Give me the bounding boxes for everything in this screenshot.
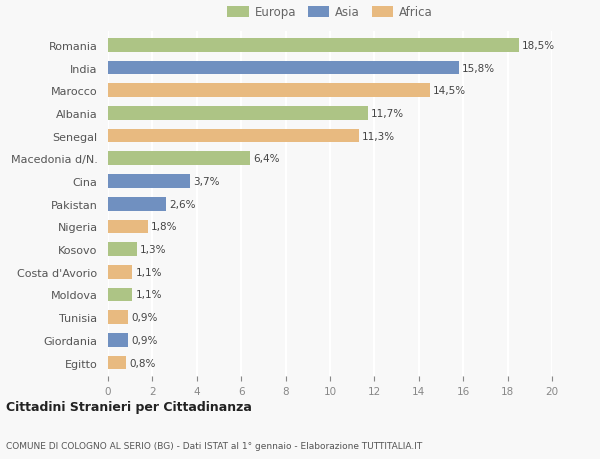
Bar: [108, 84, 430, 98]
Text: 15,8%: 15,8%: [462, 63, 495, 73]
Text: 14,5%: 14,5%: [433, 86, 466, 96]
Bar: [108, 129, 359, 143]
Text: 18,5%: 18,5%: [522, 41, 555, 50]
Bar: [108, 265, 133, 279]
Text: 0,9%: 0,9%: [131, 335, 158, 345]
Text: 1,8%: 1,8%: [151, 222, 178, 232]
Text: 2,6%: 2,6%: [169, 199, 196, 209]
Bar: [108, 243, 137, 256]
Bar: [108, 62, 459, 75]
Text: COMUNE DI COLOGNO AL SERIO (BG) - Dati ISTAT al 1° gennaio - Elaborazione TUTTIT: COMUNE DI COLOGNO AL SERIO (BG) - Dati I…: [6, 441, 422, 450]
Bar: [108, 197, 166, 211]
Bar: [108, 107, 368, 120]
Text: 3,7%: 3,7%: [193, 177, 220, 187]
Bar: [108, 288, 133, 302]
Bar: [108, 39, 519, 52]
Text: 0,9%: 0,9%: [131, 313, 158, 323]
Bar: [108, 356, 126, 369]
Text: 11,7%: 11,7%: [371, 109, 404, 119]
Text: 1,3%: 1,3%: [140, 245, 167, 255]
Text: 1,1%: 1,1%: [136, 267, 162, 277]
Text: 11,3%: 11,3%: [362, 131, 395, 141]
Bar: [108, 152, 250, 166]
Text: 1,1%: 1,1%: [136, 290, 162, 300]
Legend: Europa, Asia, Africa: Europa, Asia, Africa: [224, 3, 436, 23]
Text: Cittadini Stranieri per Cittadinanza: Cittadini Stranieri per Cittadinanza: [6, 400, 252, 413]
Text: 6,4%: 6,4%: [253, 154, 280, 164]
Bar: [108, 175, 190, 188]
Bar: [108, 220, 148, 234]
Bar: [108, 311, 128, 325]
Bar: [108, 333, 128, 347]
Text: 0,8%: 0,8%: [129, 358, 155, 368]
